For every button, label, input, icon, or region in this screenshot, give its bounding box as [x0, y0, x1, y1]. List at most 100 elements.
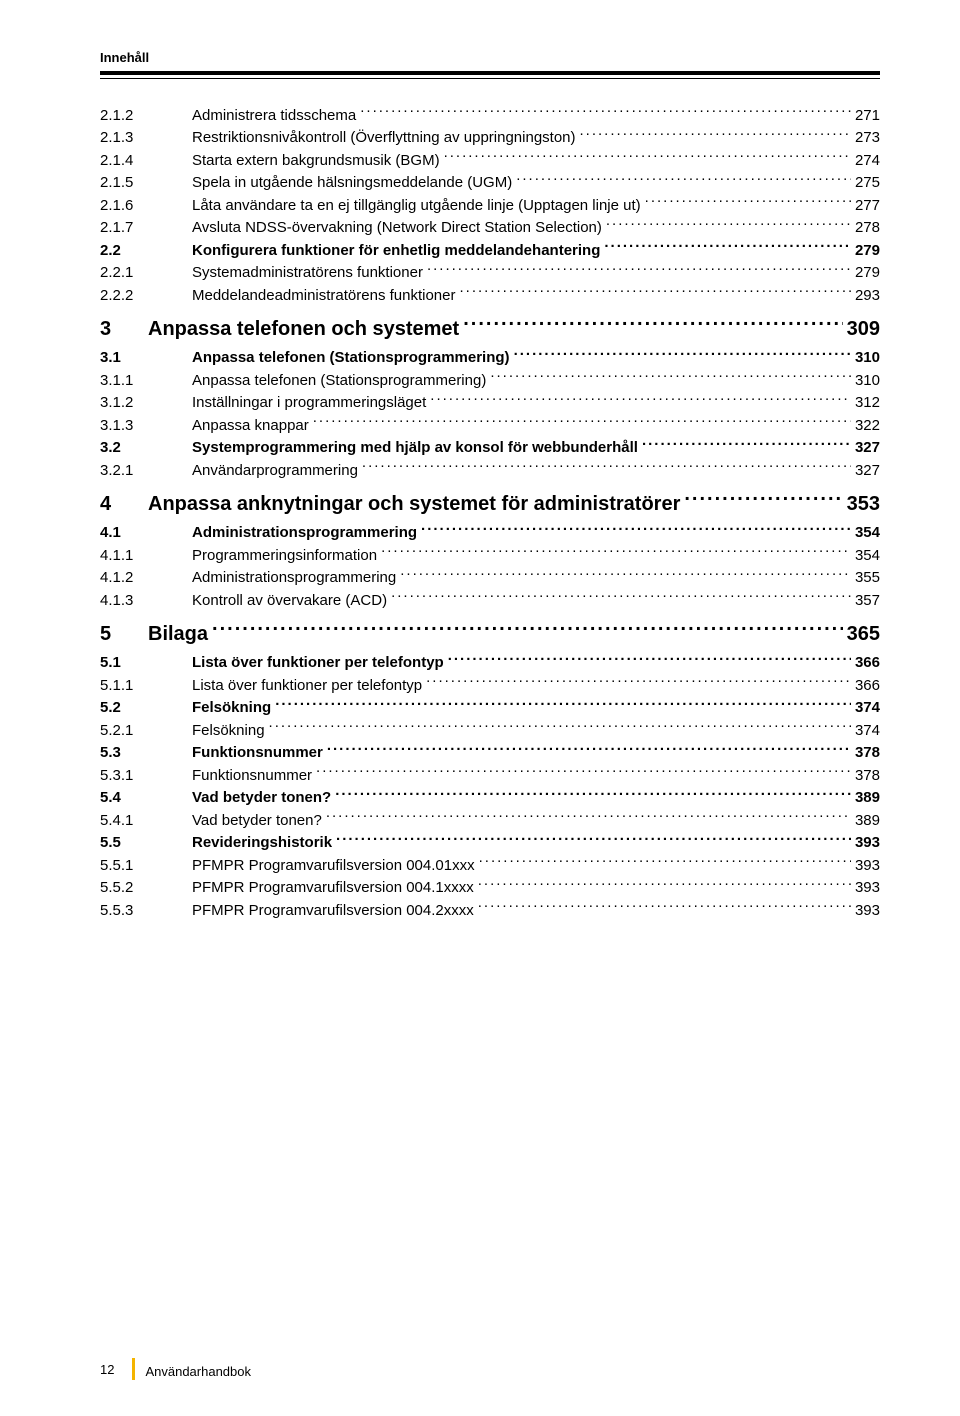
header-title: Innehåll — [100, 50, 880, 65]
toc-leader-dots — [516, 172, 851, 187]
table-of-contents: 2.1.2Administrera tidsschema2712.1.3Rest… — [100, 105, 880, 923]
toc-page: 279 — [855, 240, 880, 263]
toc-title: Funktionsnummer — [192, 742, 323, 765]
toc-leader-dots — [275, 697, 851, 712]
toc-title: Avsluta NDSS-övervakning (Network Direct… — [192, 217, 602, 240]
toc-number: 4.1.1 — [100, 545, 192, 568]
toc-leader-dots — [460, 285, 851, 300]
toc-leader-dots — [391, 590, 851, 605]
toc-title: Anpassa knappar — [192, 415, 309, 438]
toc-title: Användarprogrammering — [192, 460, 358, 483]
toc-row: 3.1.3Anpassa knappar322 — [100, 415, 880, 438]
toc-leader-dots — [336, 832, 851, 847]
toc-row: 2.2.2Meddelandeadministratörens funktion… — [100, 285, 880, 308]
toc-leader-dots — [426, 675, 851, 690]
toc-number: 3.1.2 — [100, 392, 192, 415]
toc-title: Revideringshistorik — [192, 832, 332, 855]
toc-row: 5.5.3PFMPR Programvarufilsversion 004.2x… — [100, 900, 880, 923]
toc-number: 2.2 — [100, 240, 192, 263]
toc-number: 5.4 — [100, 787, 192, 810]
header-rule-thick — [100, 71, 880, 75]
toc-leader-dots — [400, 567, 851, 582]
toc-row: 2.1.3Restriktionsnivåkontroll (Överflytt… — [100, 127, 880, 150]
toc-number: 3 — [100, 313, 148, 345]
toc-number: 5.2.1 — [100, 720, 192, 743]
toc-number: 2.1.3 — [100, 127, 192, 150]
toc-row: 5.5Revideringshistorik393 — [100, 832, 880, 855]
toc-number: 2.1.6 — [100, 195, 192, 218]
toc-page: 310 — [855, 370, 880, 393]
toc-title: Starta extern bakgrundsmusik (BGM) — [192, 150, 440, 173]
toc-number: 5.5 — [100, 832, 192, 855]
toc-number: 3.1.1 — [100, 370, 192, 393]
toc-page: 274 — [855, 150, 880, 173]
toc-leader-dots — [463, 315, 842, 335]
toc-page: 389 — [855, 810, 880, 833]
toc-page: 277 — [855, 195, 880, 218]
toc-page: 354 — [855, 522, 880, 545]
toc-page: 273 — [855, 127, 880, 150]
toc-page: 374 — [855, 720, 880, 743]
footer-accent-bar — [132, 1358, 135, 1380]
toc-leader-dots — [269, 720, 851, 735]
toc-number: 5.5.1 — [100, 855, 192, 878]
toc-row: 5.1.1Lista över funktioner per telefonty… — [100, 675, 880, 698]
toc-number: 4 — [100, 488, 148, 520]
toc-leader-dots — [212, 620, 843, 640]
toc-page: 374 — [855, 697, 880, 720]
toc-title: PFMPR Programvarufilsversion 004.01xxx — [192, 855, 475, 878]
toc-page: 393 — [855, 855, 880, 878]
toc-row: 3.2Systemprogrammering med hjälp av kons… — [100, 437, 880, 460]
toc-number: 3.2 — [100, 437, 192, 460]
toc-page: 312 — [855, 392, 880, 415]
toc-row: 3.1.1Anpassa telefonen (Stationsprogramm… — [100, 370, 880, 393]
toc-leader-dots — [684, 490, 842, 510]
toc-title: Bilaga — [148, 618, 208, 650]
toc-leader-dots — [604, 240, 851, 255]
toc-title: Systemprogrammering med hjälp av konsol … — [192, 437, 638, 460]
toc-page: 327 — [855, 460, 880, 483]
toc-title: Låta användare ta en ej tillgänglig utgå… — [192, 195, 641, 218]
toc-page: 309 — [847, 313, 880, 345]
toc-title: Systemadministratörens funktioner — [192, 262, 423, 285]
toc-number: 5.5.3 — [100, 900, 192, 923]
toc-title: PFMPR Programvarufilsversion 004.2xxxx — [192, 900, 474, 923]
toc-number: 4.1.3 — [100, 590, 192, 613]
toc-title: Meddelandeadministratörens funktioner — [192, 285, 456, 308]
toc-title: Programmeringsinformation — [192, 545, 377, 568]
toc-title: Kontroll av övervakare (ACD) — [192, 590, 387, 613]
toc-page: 310 — [855, 347, 880, 370]
toc-page: 365 — [847, 618, 880, 650]
toc-row: 5.2.1Felsökning374 — [100, 720, 880, 743]
header-rule-thin — [100, 78, 880, 79]
toc-leader-dots — [316, 765, 851, 780]
toc-page: 278 — [855, 217, 880, 240]
toc-number: 4.1.2 — [100, 567, 192, 590]
toc-row: 5Bilaga365 — [100, 618, 880, 650]
toc-row: 3.2.1Användarprogrammering327 — [100, 460, 880, 483]
toc-title: Administrera tidsschema — [192, 105, 356, 128]
toc-title: Restriktionsnivåkontroll (Överflyttning … — [192, 127, 576, 150]
toc-row: 5.1Lista över funktioner per telefontyp3… — [100, 652, 880, 675]
toc-title: Funktionsnummer — [192, 765, 312, 788]
toc-page: 354 — [855, 545, 880, 568]
toc-leader-dots — [313, 415, 851, 430]
toc-leader-dots — [444, 150, 851, 165]
toc-leader-dots — [645, 195, 851, 210]
toc-title: Vad betyder tonen? — [192, 810, 322, 833]
toc-leader-dots — [606, 217, 851, 232]
toc-row: 5.4.1Vad betyder tonen? 389 — [100, 810, 880, 833]
toc-title: Anpassa anknytningar och systemet för ad… — [148, 488, 680, 520]
toc-leader-dots — [327, 742, 851, 757]
toc-row: 2.1.4Starta extern bakgrundsmusik (BGM) 2… — [100, 150, 880, 173]
toc-leader-dots — [580, 127, 851, 142]
toc-title: Administrationsprogrammering — [192, 522, 417, 545]
toc-row: 5.5.2PFMPR Programvarufilsversion 004.1x… — [100, 877, 880, 900]
toc-number: 2.1.5 — [100, 172, 192, 195]
toc-leader-dots — [360, 105, 851, 120]
toc-number: 5.4.1 — [100, 810, 192, 833]
toc-row: 4Anpassa anknytningar och systemet för a… — [100, 488, 880, 520]
toc-number: 2.1.4 — [100, 150, 192, 173]
toc-leader-dots — [642, 437, 851, 452]
toc-number: 5.3 — [100, 742, 192, 765]
